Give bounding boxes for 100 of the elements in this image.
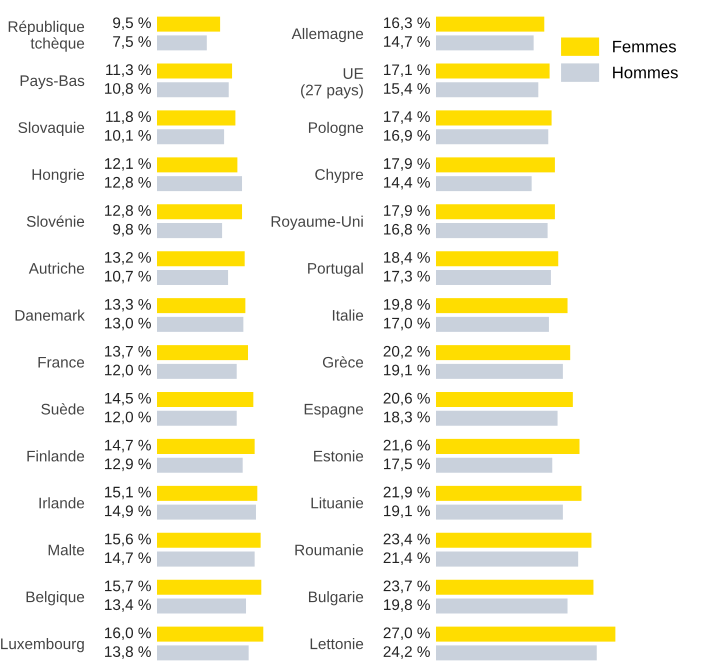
y-tick-label: Finlande (27, 450, 84, 462)
y-tick-label: Luxembourg (1, 638, 84, 652)
data-label: 18,4 % (384, 252, 430, 265)
y-tick-label: Lituanie (312, 497, 364, 508)
data-label: 17,3 % (384, 270, 430, 284)
bar (436, 458, 552, 473)
data-label: 14,7 % (105, 440, 151, 452)
data-label: 23,4 % (384, 534, 430, 546)
data-label: 17,5 % (384, 458, 430, 472)
y-tick-label: Estonie (314, 450, 364, 462)
data-label: 10,1 % (105, 130, 151, 143)
bar (436, 532, 592, 548)
bar (436, 316, 549, 332)
data-label: 16,0 % (105, 627, 151, 640)
y-tick-label: Allemagne (292, 28, 364, 42)
bar (157, 82, 229, 98)
bar (436, 204, 555, 220)
bar (157, 392, 254, 408)
bar (436, 392, 573, 408)
y-tick-label: Portugal (308, 262, 363, 277)
data-label: 17,9 % (384, 205, 430, 218)
data-label: 19,8 % (384, 599, 430, 612)
bar (436, 645, 597, 660)
data-label: 14,5 % (105, 392, 151, 406)
bar (436, 364, 563, 379)
bar (157, 458, 243, 473)
bar (436, 129, 548, 144)
data-label: 7,5 % (113, 36, 151, 49)
y-tick-label: Chypre (315, 168, 364, 183)
data-label: 13,7 % (105, 346, 151, 358)
bar (436, 486, 582, 501)
data-label: 18,3 % (384, 412, 430, 424)
bar (157, 223, 222, 238)
bar (157, 364, 237, 379)
bar (436, 598, 568, 614)
legend-label: Femmes (613, 40, 676, 52)
bar (157, 580, 262, 595)
bar (157, 35, 207, 50)
data-label: 13,3 % (105, 298, 151, 312)
data-label: 21,9 % (384, 486, 430, 500)
y-tick-label: Roumanie (295, 544, 364, 556)
bar (157, 110, 236, 126)
y-tick-label: Slovénie (26, 215, 84, 227)
data-label: 24,2 % (384, 646, 430, 659)
data-label: 21,6 % (384, 440, 430, 452)
bar (157, 316, 244, 332)
data-label: 19,8 % (384, 298, 430, 312)
bar (436, 410, 558, 426)
bar (436, 82, 538, 98)
bar (157, 251, 245, 266)
data-label: 13,0 % (105, 318, 151, 330)
y-tick-label: Malte (48, 544, 84, 556)
bar (436, 626, 616, 642)
bar (436, 35, 534, 50)
bar (436, 438, 580, 454)
y-tick-label: Irlande (39, 497, 84, 508)
y-tick-label: Espagne (304, 404, 364, 418)
y-tick-label: Danemark (16, 310, 85, 321)
bar (157, 270, 228, 286)
bar (157, 552, 255, 567)
bar (157, 598, 246, 614)
bar (157, 645, 249, 660)
data-label: 16,8 % (384, 224, 430, 236)
data-label: 12,9 % (105, 458, 151, 472)
y-tick-label: UE (27 pays) (301, 68, 364, 98)
y-tick-label: Belgique (26, 591, 84, 606)
bar (157, 64, 232, 79)
data-label: 14,9 % (105, 505, 151, 518)
data-label: 17,1 % (384, 64, 430, 77)
data-label: 10,7 % (105, 270, 151, 284)
data-label: 13,8 % (105, 646, 151, 659)
bar (157, 129, 224, 144)
y-tick-label: Pays-Bas (20, 75, 84, 90)
legend-label: Hommes (613, 66, 678, 78)
bar (436, 552, 578, 567)
data-label: 13,4 % (105, 599, 151, 612)
bar (157, 16, 220, 32)
bar (157, 438, 255, 454)
bar (157, 204, 242, 220)
bar (436, 16, 544, 32)
y-tick-label: Bulgarie (308, 591, 364, 606)
y-tick-label: Autriche (28, 262, 84, 274)
bar (436, 110, 552, 126)
data-label: 11,8 % (106, 111, 151, 124)
bar (436, 270, 551, 286)
bar (157, 176, 242, 192)
data-label: 23,7 % (384, 580, 430, 594)
data-label: 9,8 % (113, 224, 151, 236)
data-label: 14,4 % (384, 176, 430, 190)
bar (157, 298, 246, 314)
data-label: 20,6 % (384, 392, 430, 406)
bar (157, 410, 237, 426)
data-label: 11,3 % (106, 64, 151, 77)
bar (157, 157, 238, 172)
data-label: 15,1 % (105, 486, 151, 500)
y-tick-label: Lettonie (310, 638, 364, 650)
y-tick-label: République tchèque (8, 20, 84, 52)
bar (436, 223, 548, 238)
bar (436, 64, 550, 79)
data-label: 12,8 % (105, 205, 151, 218)
